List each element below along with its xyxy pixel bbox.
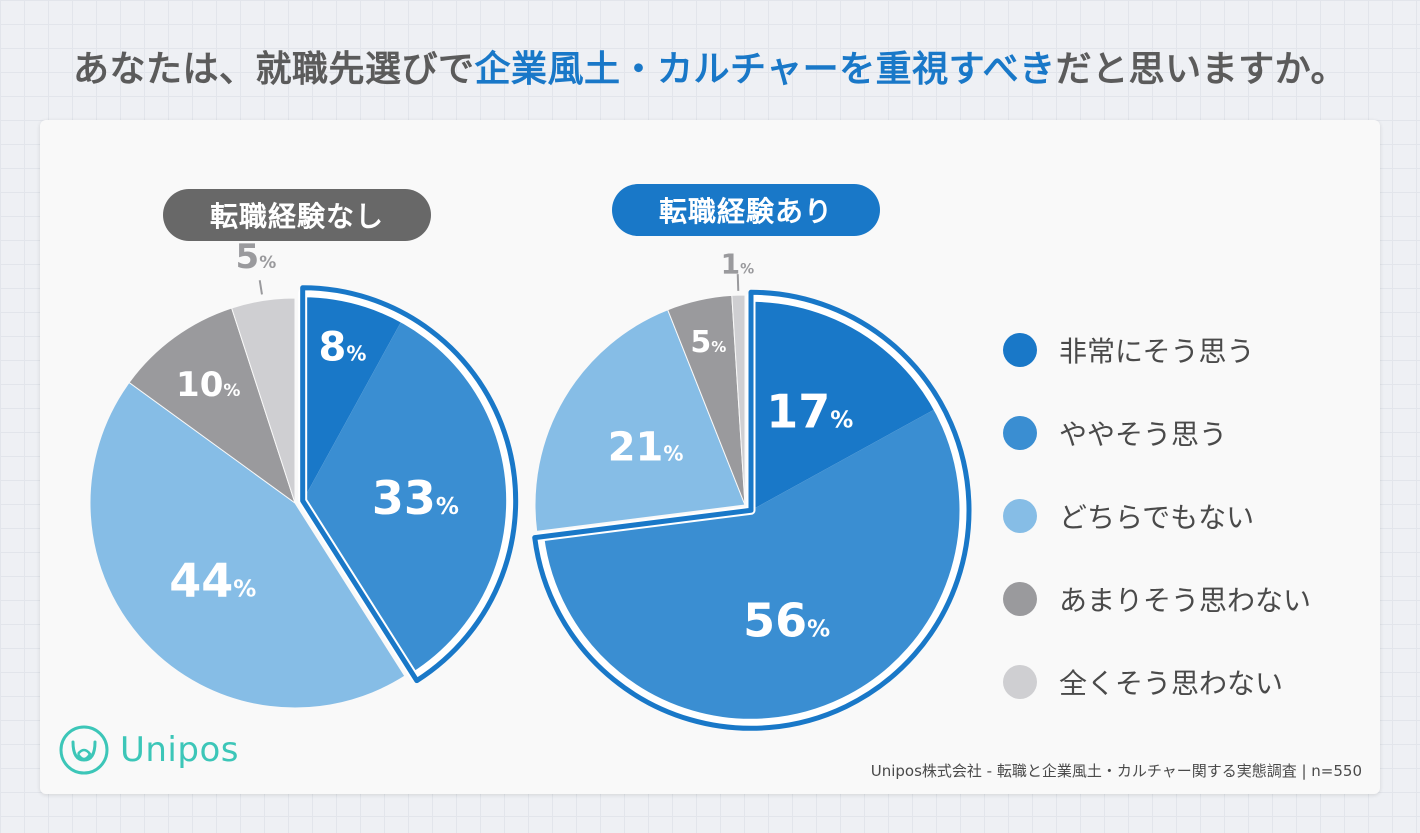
unipos-logo-icon xyxy=(59,725,109,775)
pie1: 8% 33% 44% 10% 5% xyxy=(89,237,519,709)
pie1-label-somewhat-agree: 33% xyxy=(372,471,459,525)
pie2-label-somewhat-disagree: 5% xyxy=(690,325,726,360)
pie1-slice-somewhat-agree xyxy=(302,321,508,674)
pie1-title-pill: 転職経験なし xyxy=(163,189,431,241)
pie1-label-disagree: 5% xyxy=(236,237,277,277)
pie2-title-pill: 転職経験あり xyxy=(612,184,880,236)
legend-item-disagree: 全くそう思わない xyxy=(1003,640,1311,723)
pie2-highlight-outline-white xyxy=(535,292,969,728)
pie2-highlight-outline xyxy=(532,289,972,731)
pie1-label-somewhat-disagree: 10% xyxy=(176,365,240,405)
unipos-logo-text: Unipos xyxy=(120,730,239,770)
pie2-label-somewhat-agree: 56% xyxy=(743,594,830,648)
legend-label-somewhat-agree: ややそう思う xyxy=(1059,417,1228,451)
legend-swatch-neutral xyxy=(1003,498,1037,533)
pie2-slice-disagree xyxy=(731,294,746,506)
title-part2: だと思いますか。 xyxy=(1055,49,1347,90)
legend-swatch-very-agree xyxy=(1003,332,1037,367)
legend-item-very-agree: 非常にそう思う xyxy=(1003,308,1311,391)
pie1-slice-very-agree xyxy=(302,295,402,501)
pie2-label-neutral: 21% xyxy=(608,425,684,471)
legend-label-neutral: どちらでもない xyxy=(1059,500,1255,534)
pie1-slice-disagree xyxy=(231,297,296,504)
pie2-leader-disagree xyxy=(736,274,740,291)
legend-swatch-disagree xyxy=(1003,664,1037,699)
legend-swatch-somewhat-disagree xyxy=(1003,581,1037,616)
pie1-slice-neutral xyxy=(89,381,406,709)
title-highlight: 企業風土・カルチャーを重視すべき xyxy=(474,49,1056,90)
pie2-slice-somewhat-agree xyxy=(542,409,962,721)
pie2-label-very-agree: 17% xyxy=(766,384,853,438)
pie2-slice-neutral xyxy=(534,309,746,532)
pie1-label-neutral: 44% xyxy=(169,554,256,608)
legend-label-disagree: 全くそう思わない xyxy=(1059,666,1284,700)
pie1-highlight-outline xyxy=(300,285,519,684)
pie1-highlight-outline-white xyxy=(298,288,516,681)
legend-item-somewhat-agree: ややそう思う xyxy=(1003,391,1311,474)
page-title: あなたは、就職先選びで企業風土・カルチャーを重視すべきだと思いますか。 xyxy=(0,40,1420,92)
pie2-label-disagree: 1% xyxy=(721,248,755,281)
pie2: 17% 56% 21% 5% 1% xyxy=(532,248,972,731)
legend: 非常にそう思う ややそう思う どちらでもない あまりそう思わない 全くそう思わな… xyxy=(1003,308,1311,723)
unipos-logo: Unipos xyxy=(58,724,239,776)
pie1-leader-disagree xyxy=(258,280,263,295)
source-note: Unipos株式会社 - 転職と企業風土・カルチャー関する実態調査 | n=55… xyxy=(870,762,1362,780)
legend-label-somewhat-disagree: あまりそう思わない xyxy=(1059,583,1312,617)
legend-item-somewhat-disagree: あまりそう思わない xyxy=(1003,557,1311,640)
title-part1: あなたは、就職先選びで xyxy=(73,49,475,90)
legend-item-neutral: どちらでもない xyxy=(1003,474,1311,557)
pie1-slice-somewhat-disagree xyxy=(128,307,296,505)
pie1-label-very-agree: 8% xyxy=(319,324,367,370)
legend-swatch-somewhat-agree xyxy=(1003,415,1037,450)
legend-label-very-agree: 非常にそう思う xyxy=(1059,334,1255,368)
